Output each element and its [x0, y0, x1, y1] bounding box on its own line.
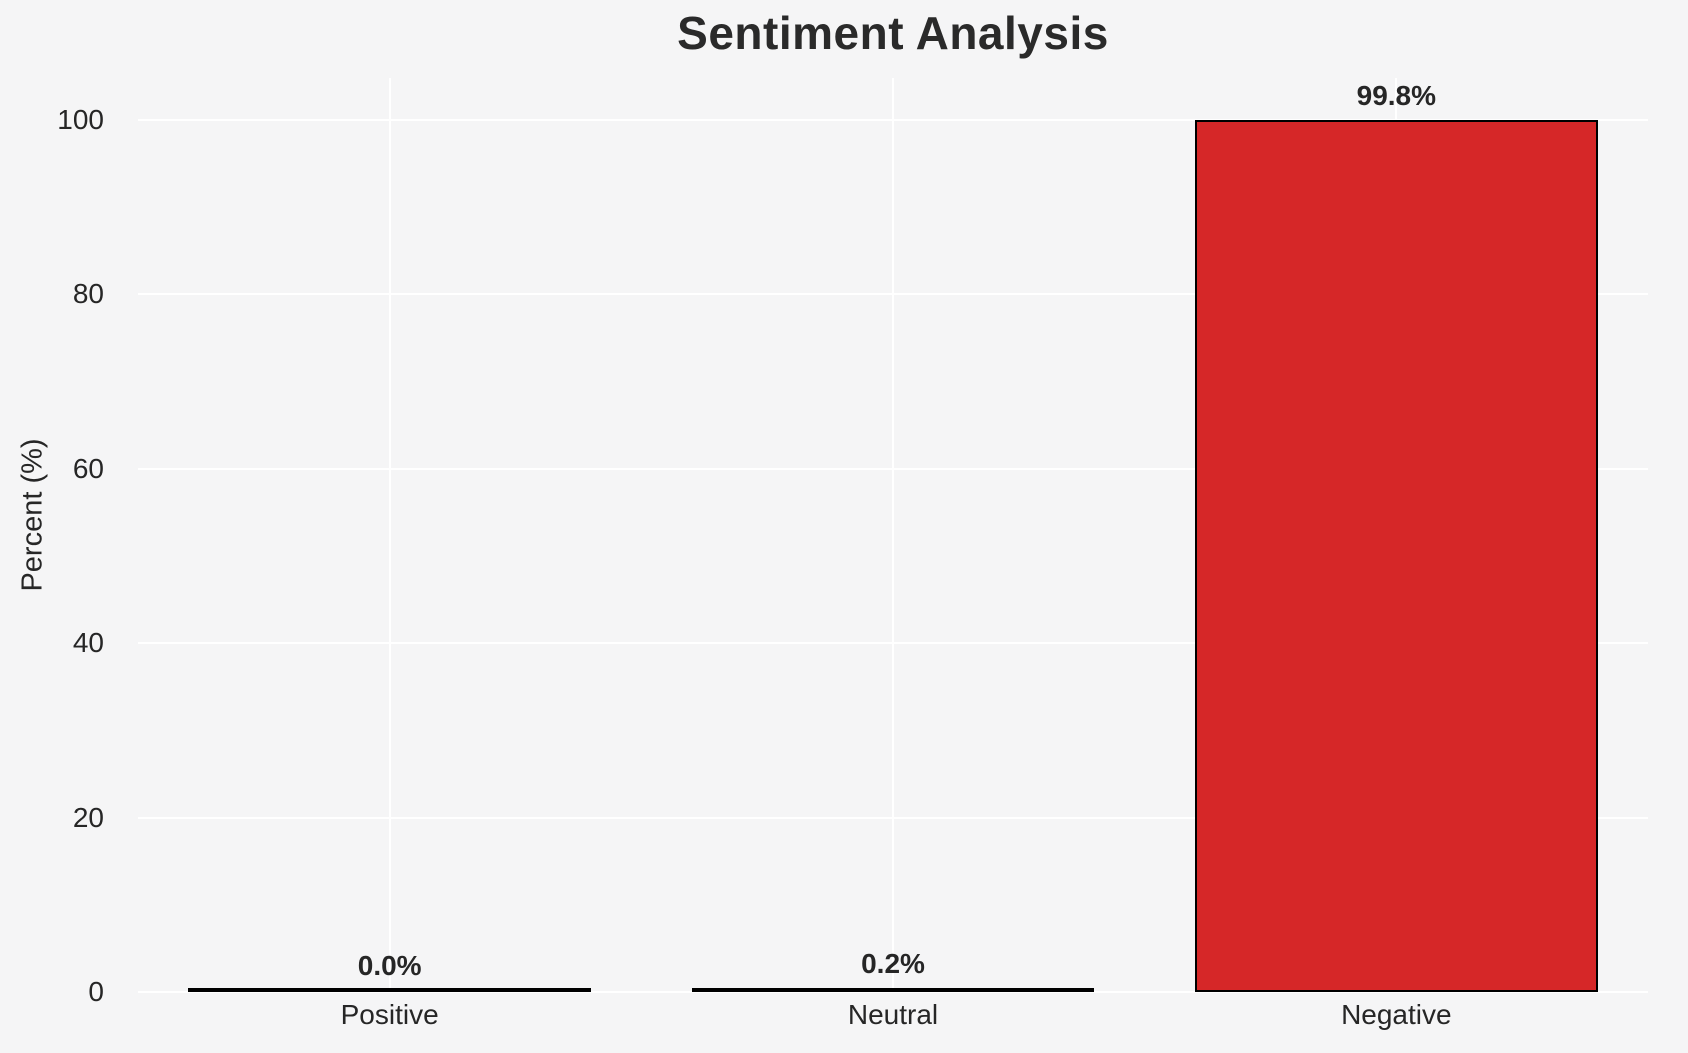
y-tick-label: 60 [72, 452, 104, 484]
horizontal-gridline [138, 991, 1648, 993]
x-tick-label: Negative [1341, 999, 1452, 1030]
bar-neutral [691, 988, 1095, 992]
y-tick-label: 100 [57, 103, 104, 135]
x-tick-label: Positive [340, 999, 439, 1030]
y-tick-label: 0 [88, 976, 104, 1007]
y-tick-label: 40 [72, 627, 104, 659]
bar-value-label: 99.8% [1356, 79, 1437, 111]
chart-title: Sentiment Analysis [677, 7, 1109, 59]
bar-value-label: 0.2% [861, 948, 925, 980]
vertical-gridline [892, 78, 894, 992]
bar-positive [188, 988, 591, 992]
y-tick-label: 80 [72, 278, 104, 310]
bar-negative [1195, 119, 1598, 992]
bar-value-label: 0.0% [357, 950, 422, 981]
y-tick-label: 20 [72, 801, 104, 833]
vertical-gridline [388, 78, 391, 992]
x-tick-label: Neutral [847, 999, 939, 1030]
x-axis-ticks: Positive Neutral Negative [138, 999, 1648, 1039]
plot-area: 0.0% 0.2% 99.8% [138, 78, 1648, 993]
y-axis-ticks: 0 20 40 60 80 100 [0, 78, 104, 1005]
